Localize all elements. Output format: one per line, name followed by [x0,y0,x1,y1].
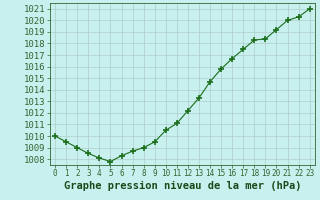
X-axis label: Graphe pression niveau de la mer (hPa): Graphe pression niveau de la mer (hPa) [64,181,301,191]
